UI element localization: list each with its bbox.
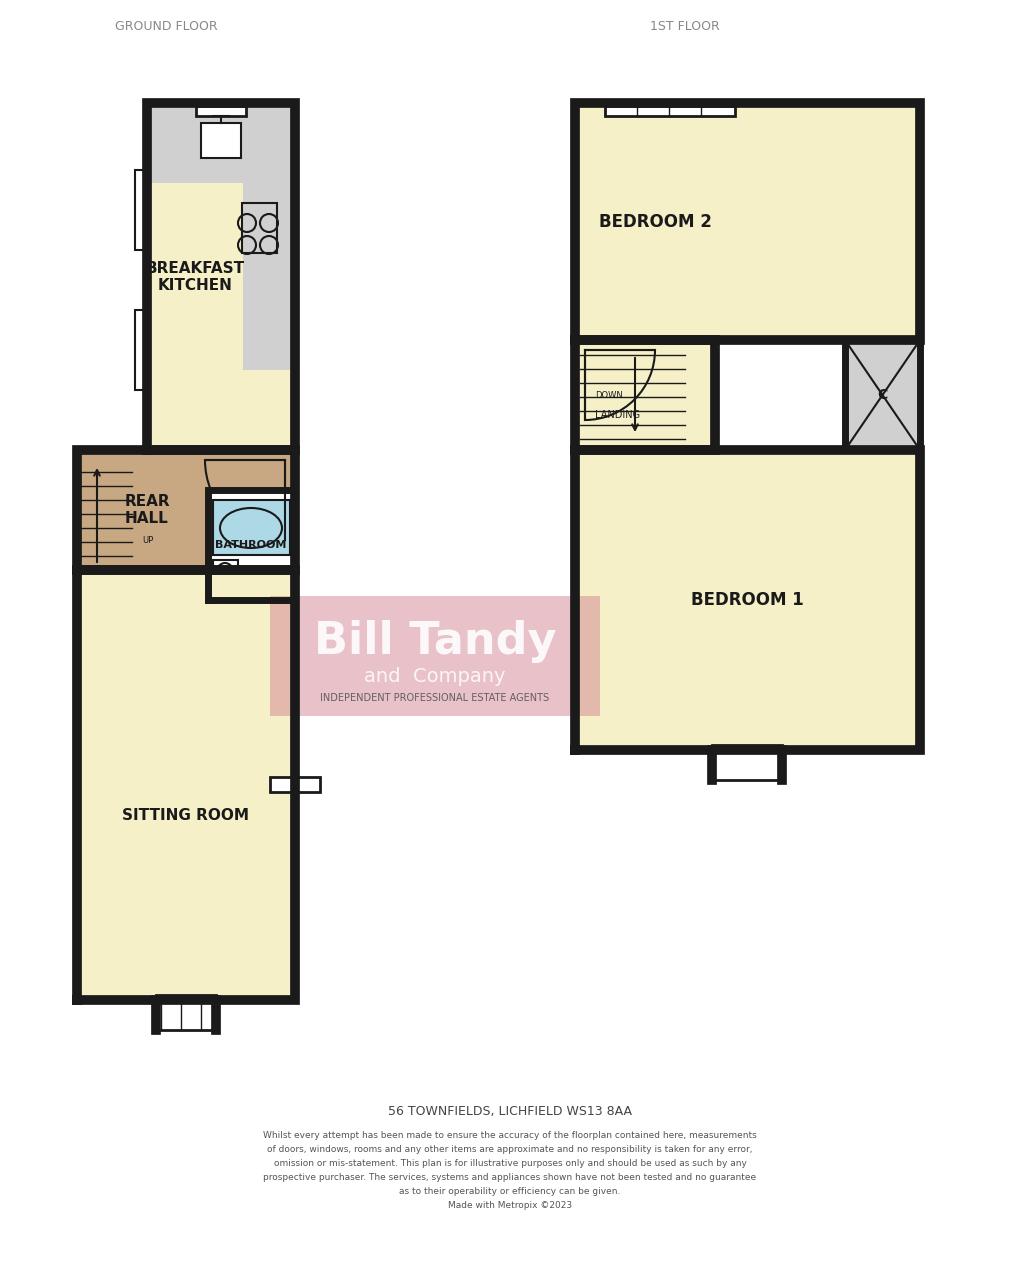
Text: Bill Tandy: Bill Tandy — [314, 620, 555, 662]
Bar — [711, 745, 782, 780]
Text: BEDROOM 2: BEDROOM 2 — [598, 213, 710, 231]
Bar — [147, 103, 294, 182]
Bar — [147, 103, 294, 450]
Text: LANDING: LANDING — [594, 410, 640, 420]
Text: Whilst every attempt has been made to ensure the accuracy of the floorplan conta: Whilst every attempt has been made to en… — [263, 1132, 756, 1141]
Text: BEDROOM 1: BEDROOM 1 — [690, 591, 803, 609]
Bar — [575, 103, 919, 339]
Text: prospective purchaser. The services, systems and appliances shown have not been : prospective purchaser. The services, sys… — [263, 1174, 756, 1183]
Bar — [243, 103, 294, 370]
Text: INDEPENDENT PROFESSIONAL ESTATE AGENTS: INDEPENDENT PROFESSIONAL ESTATE AGENTS — [320, 693, 549, 703]
Bar — [135, 170, 147, 250]
Text: C: C — [876, 388, 887, 402]
Bar — [208, 490, 294, 600]
Ellipse shape — [215, 563, 234, 591]
Text: and  Company: and Company — [364, 666, 505, 685]
Bar — [604, 106, 735, 116]
Bar — [156, 995, 216, 1030]
Text: as to their operability or efficiency can be given.: as to their operability or efficiency ca… — [398, 1188, 621, 1197]
Text: BREAKFAST
KITCHEN: BREAKFAST KITCHEN — [146, 260, 245, 293]
Bar — [135, 310, 147, 390]
Text: omission or mis-statement. This plan is for illustrative purposes only and shoul: omission or mis-statement. This plan is … — [273, 1160, 746, 1169]
Bar — [76, 450, 294, 570]
Bar — [844, 339, 919, 450]
Bar — [201, 122, 240, 158]
Text: SITTING ROOM: SITTING ROOM — [122, 808, 250, 823]
Text: UP: UP — [142, 536, 153, 545]
Bar — [213, 560, 237, 595]
Text: Made with Metropix ©2023: Made with Metropix ©2023 — [447, 1202, 572, 1211]
Bar — [270, 777, 320, 792]
Text: BATHROOM: BATHROOM — [215, 540, 286, 550]
Ellipse shape — [220, 508, 281, 547]
Text: 56 TOWNFIELDS, LICHFIELD WS13 8AA: 56 TOWNFIELDS, LICHFIELD WS13 8AA — [387, 1105, 632, 1118]
Bar — [213, 500, 289, 555]
Bar — [575, 339, 714, 450]
Text: DOWN: DOWN — [594, 390, 623, 399]
Text: GROUND FLOOR: GROUND FLOOR — [115, 19, 217, 32]
Bar — [196, 106, 246, 116]
Text: 1ST FLOOR: 1ST FLOOR — [649, 19, 719, 32]
Text: REAR
HALL: REAR HALL — [124, 494, 169, 526]
Bar — [242, 203, 277, 253]
Bar — [76, 570, 294, 1000]
Bar — [270, 596, 599, 716]
Bar — [575, 450, 919, 750]
Text: of doors, windows, rooms and any other items are approximate and no responsibili: of doors, windows, rooms and any other i… — [267, 1146, 752, 1155]
